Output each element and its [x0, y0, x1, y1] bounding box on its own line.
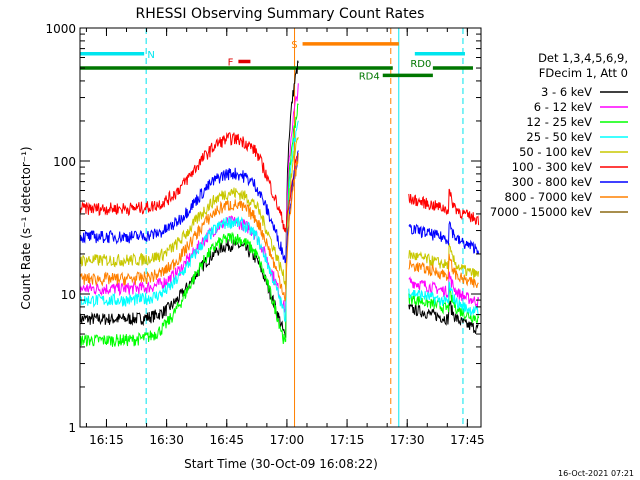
series-lines: [80, 60, 480, 347]
series-line-pre-5: [80, 131, 299, 233]
series-line-pre-3: [80, 120, 299, 323]
legend-label-5: 100 - 300 keV: [512, 160, 592, 174]
legend-label-0: 3 - 6 keV: [541, 85, 592, 99]
status-label-s: S: [291, 40, 297, 51]
y-tick-label-3: 1000: [45, 22, 76, 36]
legend-label-7: 800 - 7000 keV: [504, 190, 592, 204]
legend-header-1: Det 1,3,4,5,6,9,: [538, 51, 628, 65]
x-tick-label-3: 17:00: [270, 433, 305, 447]
x-tick-label-1: 16:30: [149, 433, 184, 447]
x-tick-label-0: 16:15: [89, 433, 124, 447]
legend-label-2: 12 - 25 keV: [526, 115, 592, 129]
y-tick-label-0: 1: [68, 421, 76, 435]
series-line-post-6: [408, 220, 480, 255]
vertical-markers: [79, 28, 464, 427]
legend-header-2: FDecim 1, Att 0: [539, 66, 628, 80]
x-tick-label-5: 17:30: [390, 433, 425, 447]
legend-label-4: 50 - 100 keV: [519, 145, 592, 159]
series-line-post-5: [408, 188, 480, 226]
x-tick-label-2: 16:45: [209, 433, 244, 447]
y-axis-label: Count Rate (s⁻¹ detector⁻¹): [19, 146, 33, 309]
footer-timestamp: 16-Oct-2021 07:21: [558, 469, 634, 478]
status-label-rd0: RD0: [410, 59, 431, 70]
y-tick-label-2: 100: [53, 155, 76, 169]
legend: Det 1,3,4,5,6,9, FDecim 1, Att 0 3 - 6 k…: [490, 51, 628, 219]
series-line-post-3: [408, 281, 479, 316]
status-label-n: N: [147, 50, 154, 61]
series-line-pre-2: [80, 103, 299, 347]
legend-label-6: 300 - 800 keV: [512, 175, 592, 189]
series-line-pre-1: [80, 83, 299, 313]
legend-label-1: 6 - 12 keV: [534, 100, 592, 114]
x-tick-label-4: 17:15: [330, 433, 365, 447]
x-tick-label-6: 17:45: [450, 433, 485, 447]
series-line-pre-6: [80, 150, 299, 264]
chart-title: RHESSI Observing Summary Count Rates: [136, 6, 425, 22]
y-tick-label-1: 10: [61, 288, 76, 302]
axes: 1 10 100 1000 16:15 16:30 16:45 17:00 17:15 17:30…: [45, 22, 484, 447]
status-bars: N S F RD0 RD4: [80, 40, 473, 82]
series-line-post-1: [408, 271, 480, 308]
series-line-pre-4: [80, 137, 299, 290]
plot-frame: [79, 27, 482, 428]
legend-label-3: 25 - 50 keV: [526, 130, 592, 144]
series-line-post-0: [408, 300, 479, 334]
series-line-pre-7: [80, 153, 299, 302]
x-axis-label: Start Time (30-Oct-09 16:08:22): [184, 457, 378, 471]
series-line-post-4: [408, 243, 480, 280]
legend-label-8: 7000 - 15000 keV: [490, 205, 592, 219]
status-label-f: F: [228, 57, 234, 68]
series-line-post-7: [408, 253, 479, 289]
status-label-rd4: RD4: [359, 71, 380, 82]
